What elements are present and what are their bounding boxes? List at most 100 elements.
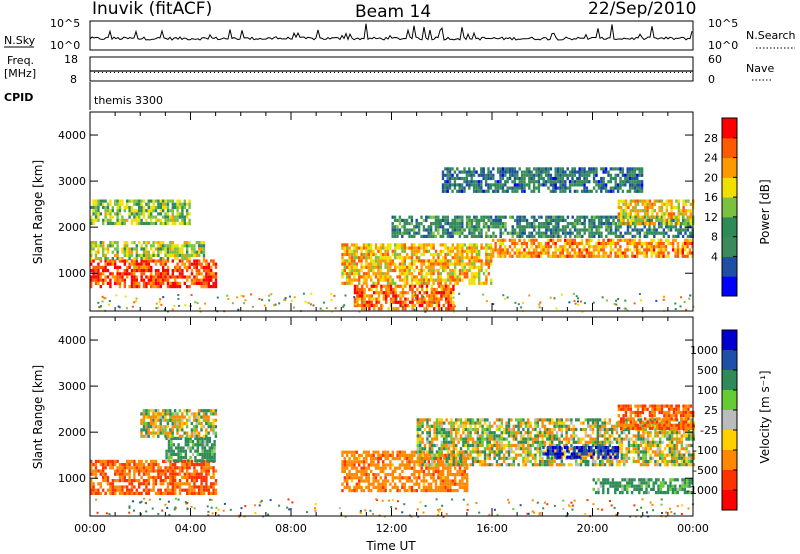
heatmap-cell	[600, 225, 603, 229]
heatmap-cell	[99, 259, 102, 263]
heatmap-cell	[413, 482, 416, 486]
heatmap-cell	[425, 218, 428, 222]
heatmap-cell	[102, 221, 105, 226]
heatmap-cell	[576, 189, 579, 193]
heatmap-cell	[98, 306, 101, 309]
cpid-value: themis 3300	[94, 94, 163, 107]
heatmap-cell	[583, 225, 586, 229]
heatmap-cell	[557, 225, 560, 229]
heatmap-cell	[552, 241, 555, 246]
heatmap-cell	[422, 246, 426, 250]
heatmap-cell	[434, 268, 438, 273]
heatmap-cell	[157, 418, 160, 422]
heatmap-cell	[174, 482, 177, 486]
heatmap-cell	[396, 453, 399, 457]
heatmap-cell	[92, 472, 95, 476]
heatmap-cell	[415, 278, 418, 282]
heatmap-cell	[401, 259, 404, 263]
heatmap-cell	[578, 222, 582, 226]
heatmap-cell	[439, 469, 442, 473]
heatmap-cell	[410, 473, 414, 477]
heatmap-cell	[367, 243, 370, 247]
heatmap-cell	[416, 463, 419, 467]
heatmap-cell	[415, 265, 418, 269]
heatmap-cell	[650, 238, 653, 242]
heatmap-cell	[585, 173, 589, 177]
heatmap-cell	[664, 248, 668, 252]
heatmap-cell	[185, 434, 189, 438]
heatmap-cell	[133, 262, 136, 266]
heatmap-cell	[418, 453, 421, 457]
heatmap-cell	[188, 257, 191, 261]
heatmap-cell	[102, 466, 105, 470]
heatmap-cell	[341, 460, 344, 464]
heatmap-cell	[624, 205, 628, 210]
heatmap-cell	[348, 476, 351, 480]
heatmap-cell	[542, 176, 545, 181]
heatmap-cell	[200, 472, 203, 476]
heatmap-cell	[176, 199, 179, 203]
heatmap-cell	[346, 485, 349, 489]
heatmap-cell	[164, 475, 167, 479]
heatmap-cell	[198, 259, 201, 263]
heatmap-cell	[116, 269, 119, 273]
heatmap-cell	[547, 251, 550, 255]
heatmap-cell	[456, 222, 459, 226]
heatmap-cell	[597, 215, 601, 219]
heatmap-cell	[212, 412, 215, 416]
heatmap-cell	[382, 246, 385, 250]
heatmap-cell	[633, 238, 636, 242]
heatmap-cell	[94, 272, 98, 276]
heatmap-cell	[413, 243, 416, 247]
heatmap-cell	[648, 205, 652, 210]
heatmap-cell	[430, 243, 433, 247]
heatmap-cell	[410, 466, 414, 470]
heatmap-cell	[478, 256, 481, 260]
heatmap-cell	[447, 294, 450, 298]
heatmap-cell	[198, 250, 201, 254]
heatmap-cell	[152, 250, 155, 254]
heatmap-cell	[410, 272, 414, 276]
heatmap-cell	[413, 298, 416, 301]
heatmap-cell	[176, 257, 179, 261]
heatmap-cell	[389, 259, 392, 263]
heatmap-cell	[448, 167, 452, 171]
heatmap-cell	[460, 176, 464, 181]
heatmap-cell	[289, 295, 291, 298]
heatmap-cell	[600, 180, 603, 184]
heatmap-cell	[367, 268, 370, 273]
heatmap-cell	[116, 247, 119, 251]
heatmap-cell	[501, 254, 504, 258]
heatmap-cell	[432, 252, 435, 257]
nave-dot	[542, 72, 543, 73]
heatmap-cell	[350, 450, 354, 454]
heatmap-cell	[398, 457, 402, 461]
heatmap-cell	[170, 446, 173, 450]
heatmap-cell	[442, 295, 445, 298]
heatmap-cell	[169, 479, 172, 483]
heatmap-cell	[140, 221, 143, 226]
heatmap-cell	[460, 170, 464, 174]
heatmap-cell	[370, 300, 373, 304]
heatmap-cell	[398, 473, 402, 477]
heatmap-cell	[480, 268, 483, 273]
heatmap-cell	[200, 241, 203, 245]
heatmap-cell	[92, 272, 95, 276]
heatmap-cell	[449, 249, 452, 253]
heatmap-cell	[174, 257, 177, 261]
heatmap-cell	[576, 251, 579, 255]
heatmap-cell	[398, 463, 402, 467]
heatmap-cell	[145, 241, 148, 245]
heatmap-cell	[418, 246, 421, 250]
heatmap-cell	[614, 183, 617, 187]
heatmap-cell	[389, 262, 392, 266]
heatmap-cell	[106, 244, 110, 248]
heatmap-cell	[456, 249, 459, 253]
heatmap-cell	[202, 479, 206, 483]
heatmap-cell	[463, 243, 466, 247]
heatmap-cell	[169, 491, 172, 495]
heatmap-cell	[452, 296, 455, 299]
heatmap-cell	[406, 460, 409, 464]
heatmap-cell	[418, 476, 421, 480]
heatmap-cell	[126, 202, 129, 206]
